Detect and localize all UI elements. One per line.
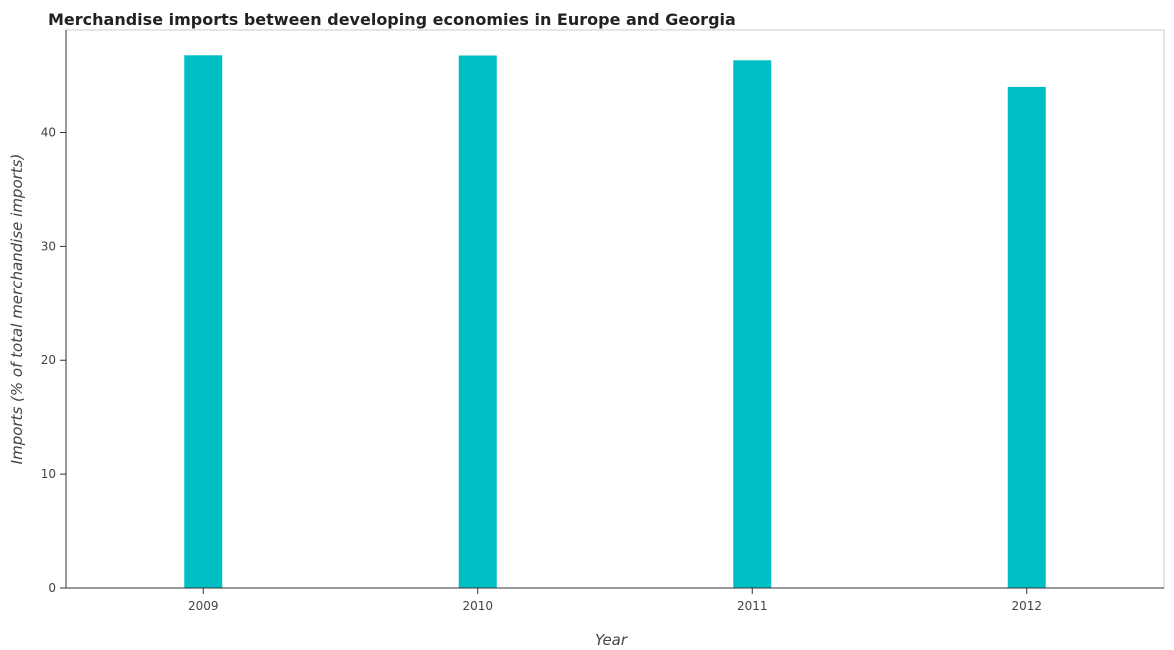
y-tick-label-40: 40 <box>41 125 56 139</box>
plot-area <box>65 29 1165 589</box>
bars <box>184 55 1046 589</box>
plot-frame <box>65 29 1165 589</box>
y-tick-label-20: 20 <box>41 353 56 367</box>
y-tick-label-0: 0 <box>48 581 56 595</box>
y-axis-label: Imports (% of total merchandise imports) <box>8 154 26 465</box>
bar-2010 <box>458 55 497 589</box>
y-tick-label-30: 30 <box>41 239 56 253</box>
y-axis: 0 10 20 30 40 <box>41 30 67 595</box>
x-tick-label-2010: 2010 <box>462 599 493 613</box>
chart-title: Merchandise imports between developing e… <box>48 10 736 29</box>
x-axis-label: Year <box>595 631 628 649</box>
bar-2009 <box>184 55 223 588</box>
bar-2012 <box>1007 86 1046 588</box>
x-axis: 2009 2010 2011 2012 <box>66 587 1164 613</box>
x-tick-label-2011: 2011 <box>737 599 768 613</box>
y-tick-label-10: 10 <box>41 467 56 481</box>
bar-2011 <box>733 60 772 588</box>
x-tick-label-2012: 2012 <box>1011 599 1042 613</box>
x-tick-label-2009: 2009 <box>188 599 219 613</box>
